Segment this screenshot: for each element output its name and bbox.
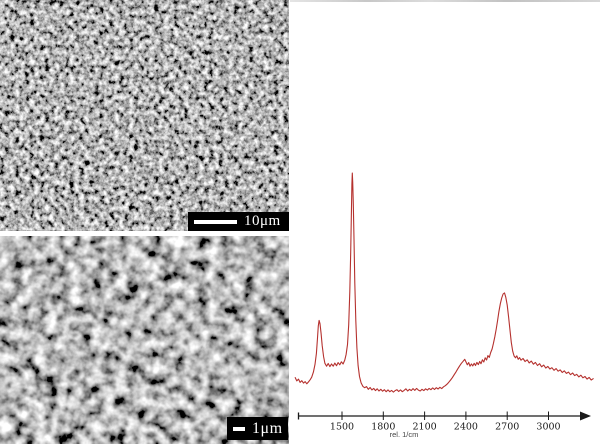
x-axis-label: rel. 1/cm [390,430,419,439]
spectrum-line [294,172,594,393]
scale-bar-top-label: 10μm [244,213,281,229]
top-edge-artifact [290,0,600,2]
x-tick-label: 3000 [536,422,560,433]
x-tick-label: 2700 [495,422,519,433]
x-tick-label: 2400 [454,422,478,433]
scale-bar-top: 10μm [188,212,289,231]
sem-image-bottom [0,236,289,444]
scale-bar-bottom-label: 1μm [252,419,283,437]
x-tick-label: 1800 [371,422,395,433]
x-axis-ticks: 1500 1800 2100 2400 2700 3000 [330,411,561,433]
scale-bar-top-line [194,219,237,224]
x-tick-label: 2100 [413,422,437,433]
x-axis-arrow-icon [580,411,591,421]
scale-bar-bottom-line [233,426,245,431]
scale-bar-bottom: 1μm [227,417,288,440]
x-tick-label: 1500 [330,422,354,433]
raman-spectrum-chart: 1500 1800 2100 2400 2700 3000 rel. 1/cm [294,172,594,439]
sem-image-top [0,0,289,231]
